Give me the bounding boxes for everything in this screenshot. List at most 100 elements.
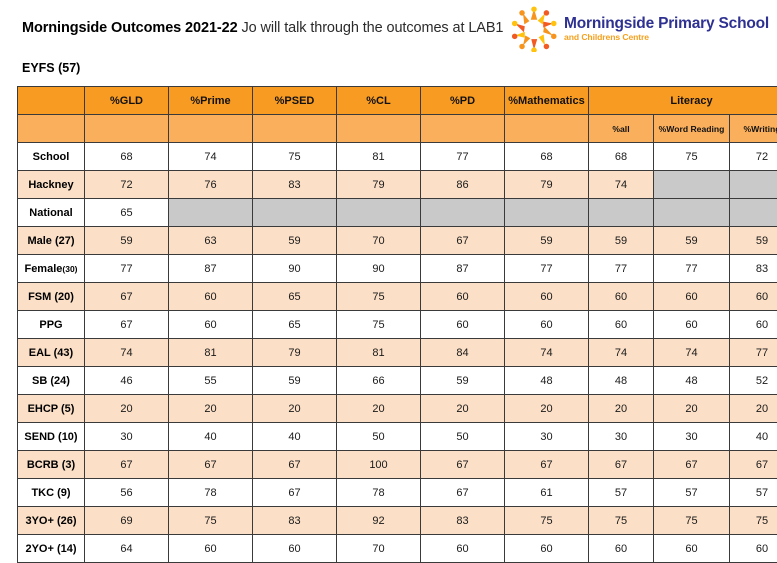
subheader-literacy-all: %all xyxy=(589,115,654,143)
section-label-eyfs: EYFS (57) xyxy=(22,61,80,75)
data-cell: 57 xyxy=(730,479,777,507)
column-header-psed: %PSED xyxy=(253,87,337,115)
data-cell: 60 xyxy=(169,283,253,311)
data-cell: 30 xyxy=(589,423,654,451)
data-cell: 75 xyxy=(337,283,421,311)
data-cell: 72 xyxy=(730,143,777,171)
data-cell: 48 xyxy=(654,367,730,395)
page-title-note: Jo will talk through the outcomes at LAB… xyxy=(242,20,504,36)
row-label-ehcp: EHCP (5) xyxy=(18,395,85,423)
data-cell: 40 xyxy=(169,423,253,451)
page-header: Morningside Outcomes 2021-22 Jo will tal… xyxy=(0,0,777,58)
row-label-tkc: TKC (9) xyxy=(18,479,85,507)
data-cell: 57 xyxy=(654,479,730,507)
row-label-count: (20) xyxy=(54,291,74,303)
data-cell: 60 xyxy=(589,283,654,311)
table-header: %GLD %Prime %PSED %CL %PD %Mathematics L… xyxy=(18,87,777,143)
data-cell: 60 xyxy=(421,311,505,339)
data-cell: 81 xyxy=(337,339,421,367)
header-corner-cell xyxy=(18,87,85,115)
table-sub-header-row: %all %Word Reading %Writing xyxy=(18,115,777,143)
data-cell: 60 xyxy=(505,535,589,563)
data-cell: 20 xyxy=(169,395,253,423)
row-label-eal: EAL (43) xyxy=(18,339,85,367)
data-cell: 79 xyxy=(337,171,421,199)
data-cell: 20 xyxy=(253,395,337,423)
data-cell: 77 xyxy=(421,143,505,171)
row-label-count: (14) xyxy=(57,543,77,555)
data-cell: 68 xyxy=(85,143,169,171)
data-cell: 81 xyxy=(169,339,253,367)
data-cell: 63 xyxy=(169,227,253,255)
data-cell: 52 xyxy=(730,367,777,395)
outcomes-table: %GLD %Prime %PSED %CL %PD %Mathematics L… xyxy=(17,86,777,563)
data-cell: 20 xyxy=(589,395,654,423)
data-cell: 77 xyxy=(654,255,730,283)
row-label-count: (24) xyxy=(50,375,70,387)
data-cell: 60 xyxy=(730,311,777,339)
column-header-pd: %PD xyxy=(421,87,505,115)
data-cell: 67 xyxy=(169,451,253,479)
data-cell: 59 xyxy=(85,227,169,255)
data-cell: 48 xyxy=(589,367,654,395)
data-cell: 59 xyxy=(730,227,777,255)
school-logo: Morningside Primary School and Childrens… xyxy=(511,6,769,52)
data-cell: 67 xyxy=(421,479,505,507)
data-cell: 60 xyxy=(654,311,730,339)
data-cell: 55 xyxy=(169,367,253,395)
data-cell: 74 xyxy=(169,143,253,171)
data-cell: 20 xyxy=(421,395,505,423)
row-label-female: Female(30) xyxy=(18,255,85,283)
data-cell: 20 xyxy=(654,395,730,423)
data-cell-empty xyxy=(654,199,730,227)
subheader-blank-cl xyxy=(337,115,421,143)
data-cell: 60 xyxy=(654,535,730,563)
data-cell: 67 xyxy=(589,451,654,479)
data-cell: 65 xyxy=(253,311,337,339)
data-cell: 56 xyxy=(85,479,169,507)
data-cell: 77 xyxy=(85,255,169,283)
data-cell: 75 xyxy=(654,143,730,171)
data-cell: 20 xyxy=(730,395,777,423)
data-cell: 59 xyxy=(253,367,337,395)
data-cell: 30 xyxy=(505,423,589,451)
data-cell-empty xyxy=(169,199,253,227)
row-label-count: (3) xyxy=(62,459,75,471)
data-cell: 75 xyxy=(730,507,777,535)
data-cell: 59 xyxy=(654,227,730,255)
data-cell: 78 xyxy=(169,479,253,507)
data-cell: 74 xyxy=(589,339,654,367)
data-cell: 84 xyxy=(421,339,505,367)
subheader-blank-label xyxy=(18,115,85,143)
school-name: Morningside Primary School xyxy=(564,15,769,32)
data-cell: 30 xyxy=(654,423,730,451)
data-cell: 75 xyxy=(589,507,654,535)
data-cell: 67 xyxy=(253,479,337,507)
school-logo-text: Morningside Primary School and Childrens… xyxy=(564,15,769,43)
data-cell: 83 xyxy=(253,171,337,199)
data-cell: 59 xyxy=(505,227,589,255)
data-cell: 87 xyxy=(169,255,253,283)
row-label-ppg: PPG xyxy=(18,311,85,339)
data-cell-empty xyxy=(505,199,589,227)
data-cell: 74 xyxy=(589,171,654,199)
row-label-national: National xyxy=(18,199,85,227)
data-cell: 77 xyxy=(505,255,589,283)
data-cell: 60 xyxy=(421,283,505,311)
row-label-male: Male (27) xyxy=(18,227,85,255)
data-cell: 60 xyxy=(505,283,589,311)
data-cell: 76 xyxy=(169,171,253,199)
table-group-header-row: %GLD %Prime %PSED %CL %PD %Mathematics L… xyxy=(18,87,777,115)
row-label-2yo-: 2YO+ (14) xyxy=(18,535,85,563)
data-cell: 30 xyxy=(85,423,169,451)
data-cell: 86 xyxy=(421,171,505,199)
